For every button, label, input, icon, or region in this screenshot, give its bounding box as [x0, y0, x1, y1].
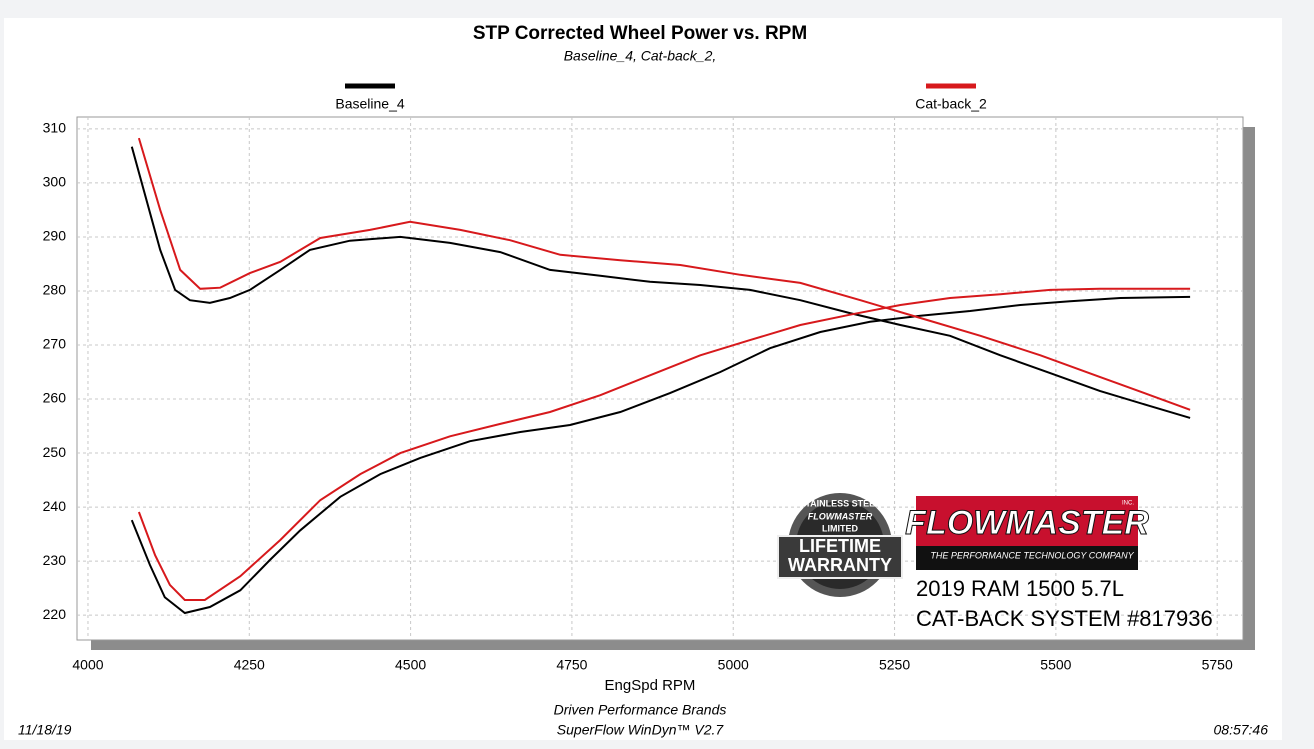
y-tick-label: 250: [43, 444, 67, 460]
y-tick-label: 230: [43, 552, 67, 568]
y-tick-label: 270: [43, 336, 67, 352]
x-axis-label: EngSpd RPM: [605, 677, 696, 694]
y-tick-label: 310: [43, 120, 67, 136]
subtitle: Baseline_4, Cat-back_2,: [564, 48, 717, 64]
badge-text: LIFETIME: [799, 536, 881, 556]
logo-mark: INC.: [1122, 501, 1134, 507]
x-tick-label: 4500: [395, 657, 426, 673]
series-line: [137, 137, 1191, 411]
y-tick-label: 300: [43, 174, 67, 190]
y-tick-label: 220: [43, 606, 67, 622]
logo-band: [916, 546, 1138, 570]
logo-text: FLOWMASTER: [905, 504, 1149, 542]
chart-title: STP Corrected Wheel Power vs. RPM: [473, 23, 807, 44]
plot: 220 230 240 250 260 270 280 290 300 310 4000 4250 45…: [43, 117, 1243, 673]
legend-label: Baseline_4: [335, 96, 404, 112]
series-line: [137, 287, 1191, 601]
product: CAT-BACK SYSTEM #817936: [916, 606, 1213, 631]
badge-text: STAINLESS STEEL: [799, 498, 881, 508]
vehicle: 2019 RAM 1500 5.7L: [916, 576, 1124, 601]
x-tick-label: 4000: [72, 657, 103, 673]
logo-tagline: THE PERFORMANCE TECHNOLOGY COMPANY: [930, 550, 1134, 560]
badge-text: WARRANTY: [788, 555, 892, 575]
x-tick-label: 5250: [879, 657, 910, 673]
y-tick-label: 280: [43, 282, 67, 298]
footer: Driven Performance Brands: [554, 702, 727, 718]
series-line: [130, 295, 1191, 615]
x-tick-label: 4750: [556, 657, 587, 673]
badge-text: FLOWMASTER: [808, 511, 873, 521]
flowmaster-logo: FLOWMASTER INC. THE PERFORMANCE TECHNOLO…: [905, 496, 1213, 631]
date: 11/18/19: [18, 722, 72, 738]
time: 08:57:46: [1214, 722, 1269, 738]
series-line: [130, 146, 1191, 419]
x-tick-label: 5000: [718, 657, 749, 673]
y-tick-label: 290: [43, 228, 67, 244]
x-tick-label: 5750: [1202, 657, 1233, 673]
footer: SuperFlow WinDyn™ V2.7: [557, 722, 725, 738]
legend-label: Cat-back_2: [915, 96, 987, 112]
warranty-badge: STAINLESS STEEL FLOWMASTER LIMITED LIFET…: [777, 493, 903, 597]
y-tick-label: 260: [43, 390, 67, 406]
badge-text: LIMITED: [822, 523, 858, 533]
y-tick-label: 240: [43, 498, 67, 514]
x-tick-label: 4250: [234, 657, 265, 673]
x-tick-label: 5500: [1040, 657, 1071, 673]
badge-band: [777, 535, 903, 579]
